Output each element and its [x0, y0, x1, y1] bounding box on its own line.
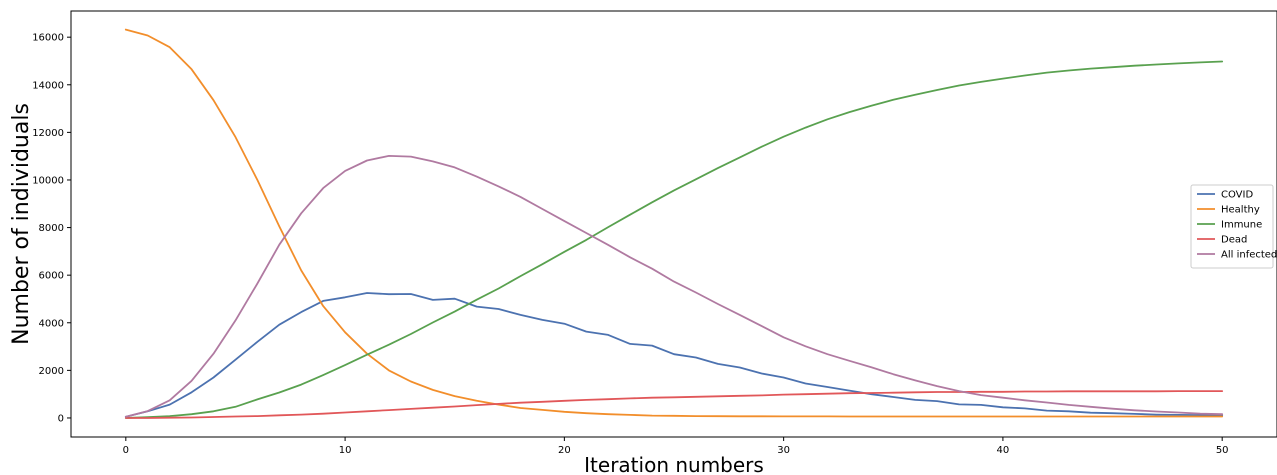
y-axis-title: Number of individuals	[9, 103, 34, 345]
legend-label: Immune	[1221, 220, 1262, 231]
y-tick-label: 16000	[32, 33, 64, 44]
legend-label: All infected	[1221, 250, 1277, 261]
x-axis-ticks: 0 10 20 30 40 50	[123, 437, 1229, 456]
legend-label: COVID	[1221, 190, 1253, 201]
x-tick-label: 0	[123, 445, 129, 456]
legend-label: Healthy	[1221, 205, 1260, 216]
y-tick-label: 6000	[39, 271, 64, 282]
x-tick-label: 20	[558, 445, 571, 456]
y-tick-label: 10000	[32, 175, 64, 186]
series-line-dead	[124, 390, 1224, 419]
legend-box	[1190, 184, 1274, 269]
plot-frame	[70, 10, 1277, 438]
x-tick-label: 40	[997, 445, 1010, 456]
x-tick-label: 10	[339, 445, 352, 456]
x-axis-title: Iteration numbers	[584, 453, 764, 475]
x-tick-label: 30	[777, 445, 790, 456]
series-line-healthy	[124, 28, 1224, 418]
series-lines	[124, 28, 1224, 419]
y-tick-label: 0	[58, 413, 64, 424]
y-tick-label: 4000	[39, 318, 64, 329]
series-line-all-infected	[124, 154, 1224, 418]
y-tick-label: 2000	[39, 366, 64, 377]
legend: COVID Healthy Immune Dead All infected	[1190, 184, 1277, 269]
y-axis-ticks: 0 2000 4000 6000 8000 10000 12000 14000 16000	[32, 33, 71, 424]
y-tick-label: 8000	[39, 223, 64, 234]
y-tick-label: 12000	[32, 128, 64, 139]
series-line-immune	[124, 60, 1224, 419]
series-line-covid	[124, 292, 1224, 418]
x-tick-label: 50	[1216, 445, 1229, 456]
legend-label: Dead	[1221, 235, 1247, 246]
y-tick-label: 14000	[32, 80, 64, 91]
